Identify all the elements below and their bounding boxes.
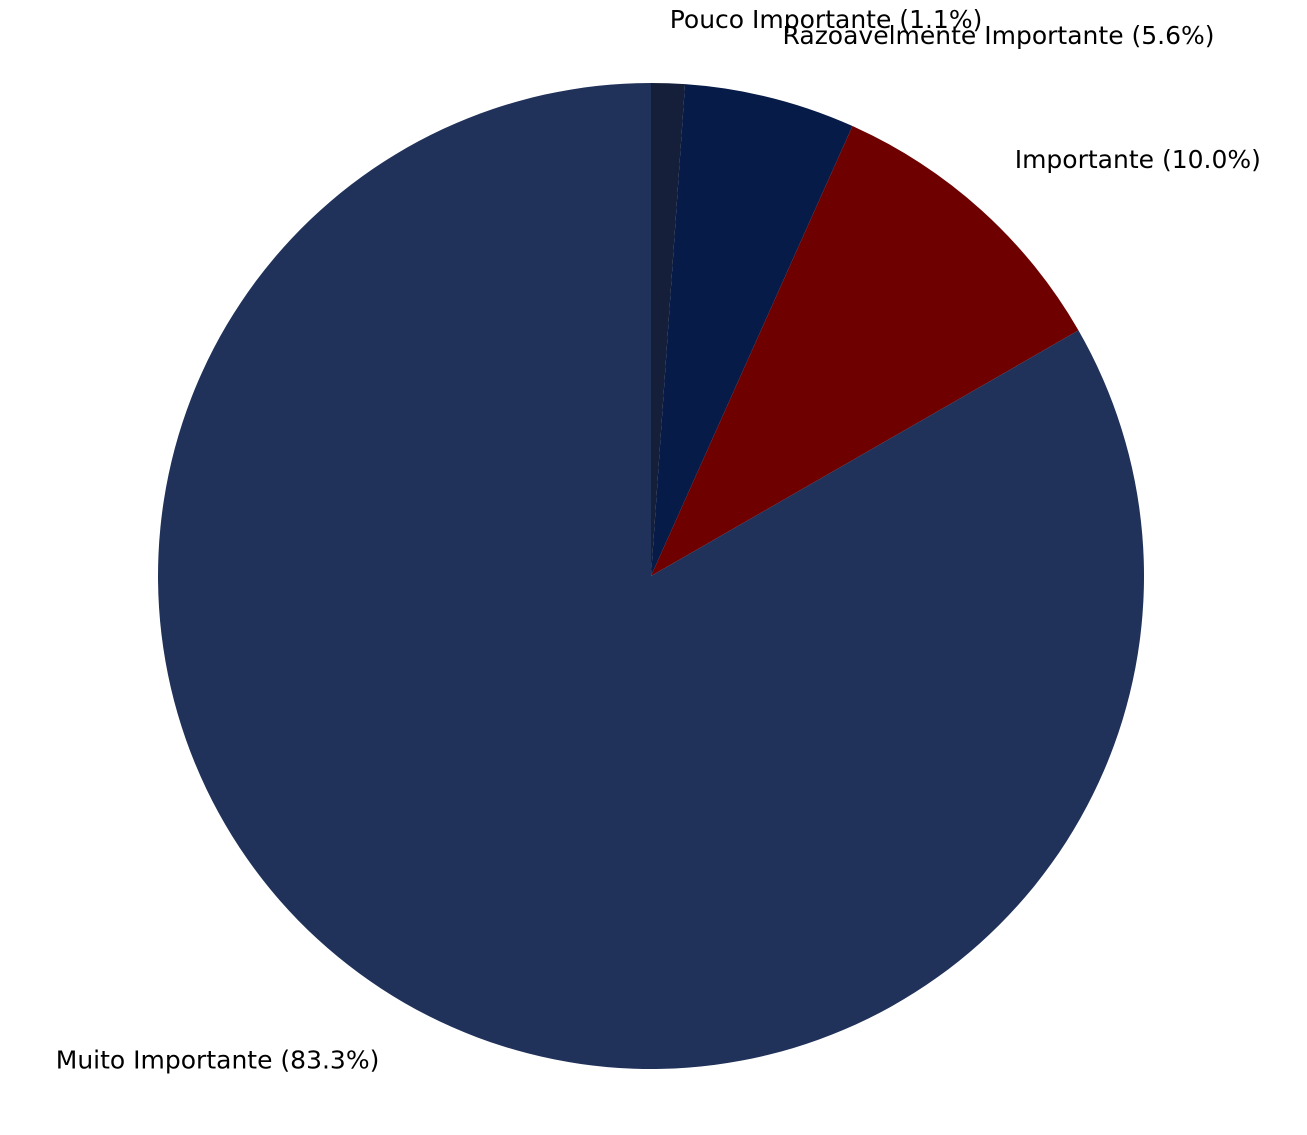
pie-labels: Pouco Importante (1.1%)Razoavelmente Imp… <box>56 5 1261 1074</box>
pie-slice-label: Pouco Importante (1.1%) <box>670 5 983 34</box>
pie-slice <box>651 126 1079 576</box>
pie-slice-label: Importante (10.0%) <box>1015 145 1261 174</box>
pie-slices <box>158 83 1145 1069</box>
pie-slice <box>651 83 686 576</box>
pie-slice <box>158 83 1145 1069</box>
pie-slice <box>651 84 853 577</box>
pie-slice-label: Muito Importante (83.3%) <box>56 1045 380 1074</box>
pie-slice-label: Razoavelmente Importante (5.6%) <box>783 21 1215 50</box>
